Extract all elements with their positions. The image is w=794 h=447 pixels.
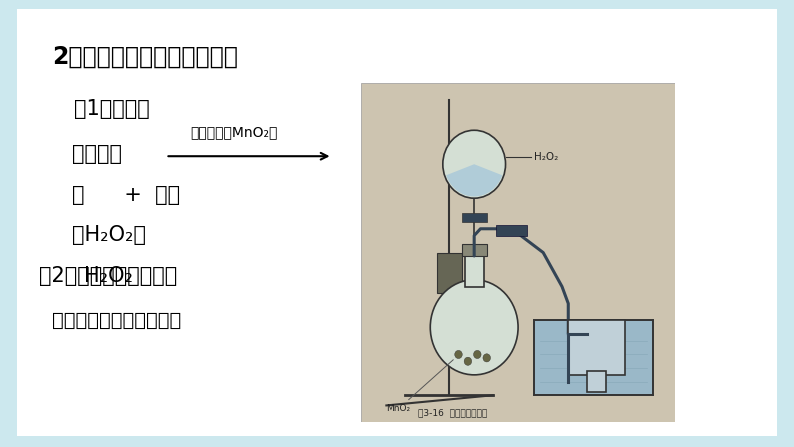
Bar: [461, 244, 487, 256]
Text: 二氧化锔（MnO₂）: 二氧化锔（MnO₂）: [190, 125, 277, 139]
Text: MnO₂: MnO₂: [387, 360, 453, 413]
Text: （2）反应和收集装置：: （2）反应和收集装置：: [39, 266, 177, 286]
Wedge shape: [446, 164, 502, 197]
Bar: [464, 253, 484, 287]
Circle shape: [473, 350, 481, 358]
Bar: [496, 225, 527, 236]
Text: （图中属于排水集气法）: （图中属于排水集气法）: [52, 311, 181, 330]
Text: 水      +  氧气: 水 + 氧气: [72, 185, 180, 205]
Circle shape: [455, 350, 462, 358]
Bar: [534, 320, 653, 395]
Bar: [587, 371, 606, 392]
Text: 2、分解过氧化氢制取氧气：: 2、分解过氧化氢制取氧气：: [52, 45, 237, 69]
Text: H₂O₂: H₂O₂: [84, 266, 133, 286]
Bar: [569, 320, 625, 375]
Circle shape: [464, 357, 472, 365]
Circle shape: [483, 354, 491, 362]
Circle shape: [430, 280, 518, 375]
Text: （1）原理：: （1）原理：: [75, 99, 150, 118]
Text: 过氧化氢: 过氧化氢: [72, 144, 122, 164]
Text: H₂O₂: H₂O₂: [534, 152, 558, 162]
Text: （H₂O₂）: （H₂O₂）: [72, 225, 146, 245]
Text: 图3-16  制取氧气的装置: 图3-16 制取氧气的装置: [418, 408, 487, 417]
Circle shape: [443, 130, 506, 198]
Bar: [437, 253, 461, 293]
Bar: [461, 214, 487, 222]
